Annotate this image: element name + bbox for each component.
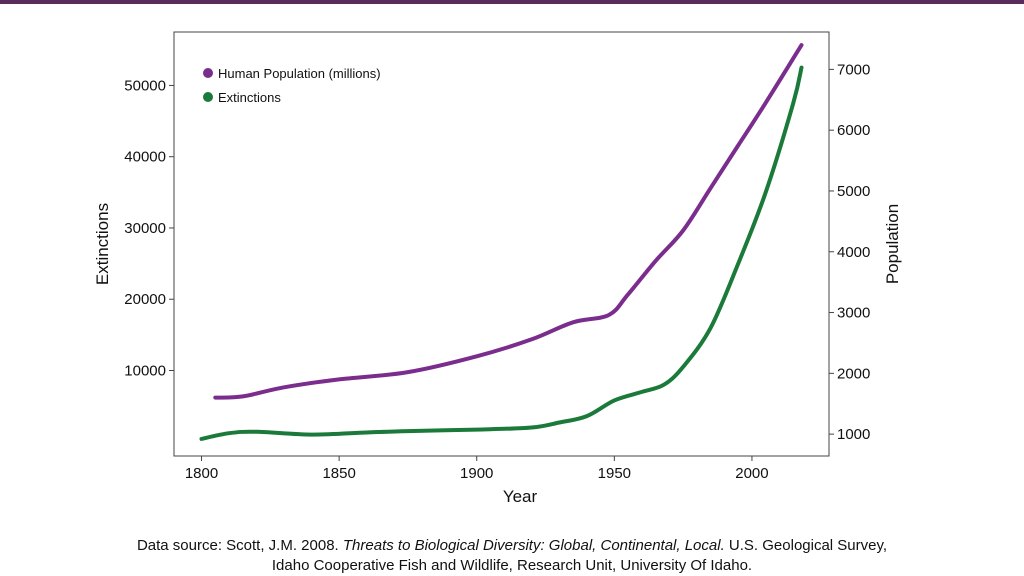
series-lines: [199, 43, 804, 441]
right-y-tick-label: 5000: [837, 183, 870, 200]
x-axis-ticks: 1800 1850 1900 1950 2000: [185, 456, 769, 482]
x-tick-label: 1950: [598, 465, 631, 482]
legend-label-extinctions: Extinctions: [218, 90, 281, 105]
left-y-tick-label: 40000: [124, 149, 166, 166]
x-tick-label: 1800: [185, 465, 218, 482]
top-border-bar: [0, 0, 1024, 4]
left-y-tick-label: 30000: [124, 220, 166, 237]
caption-line-1: Data source: Scott, J.M. 2008. Threats t…: [0, 536, 1024, 556]
right-y-axis-title: Population: [883, 204, 902, 284]
legend-marker-extinctions: [203, 92, 213, 102]
right-y-axis-ticks: 1000 2000 3000 4000 5000 6000 7000: [829, 61, 870, 443]
right-y-tick-label: 7000: [837, 61, 870, 78]
left-y-axis-title: Extinctions: [93, 203, 112, 285]
caption-line-2: Idaho Cooperative Fish and Wildlife, Res…: [271, 557, 753, 574]
right-y-tick-label: 2000: [837, 365, 870, 382]
right-y-tick-label: 4000: [837, 244, 870, 261]
left-y-axis-ticks: 10000 20000 30000 40000 50000: [124, 77, 174, 379]
caption-suffix: U.S. Geological Survey,: [724, 537, 888, 554]
left-y-tick-label: 10000: [124, 362, 166, 379]
legend-marker-population: [203, 68, 213, 78]
right-y-tick-label: 6000: [837, 122, 870, 139]
x-axis-title: Year: [503, 487, 538, 506]
right-y-tick-label: 3000: [837, 305, 870, 322]
caption-prefix: Data source: Scott, J.M. 2008.: [136, 537, 343, 554]
right-y-tick-label: 1000: [837, 426, 870, 443]
legend: Human Population (millions) Extinctions: [203, 66, 381, 105]
caption-title: Threats to Biological Diversity: Global,…: [342, 537, 725, 554]
extinctions-population-chart: 1800 1850 1900 1950 2000 10000 20000 30000 4000…: [93, 31, 902, 506]
left-y-tick-label: 50000: [124, 77, 166, 94]
series-line-population: [213, 43, 804, 400]
x-tick-label: 1900: [460, 465, 493, 482]
x-tick-label: 2000: [735, 465, 768, 482]
legend-label-population: Human Population (millions): [218, 66, 381, 81]
plot-frame: [173, 31, 830, 457]
series-line-extinctions: [199, 65, 804, 441]
data-source-caption: Data source: Scott, J.M. 2008. Threats t…: [0, 536, 1024, 576]
x-tick-label: 1850: [322, 465, 355, 482]
left-y-tick-label: 20000: [124, 291, 166, 308]
